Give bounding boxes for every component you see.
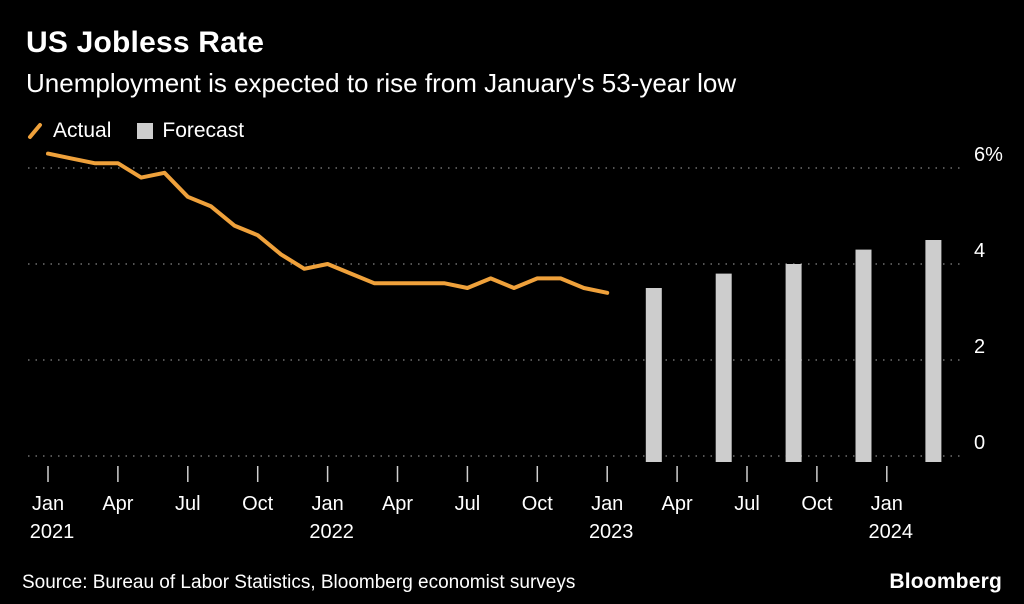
x-axis-month-label: Jul xyxy=(734,493,760,515)
y-axis-label: 4 xyxy=(974,240,985,262)
actual-line xyxy=(46,151,610,295)
x-axis-month-label: Oct xyxy=(522,493,554,515)
x-axis-year-label: 2022 xyxy=(309,521,354,543)
x-axis-month-label: Oct xyxy=(242,493,274,515)
chart-footer: Source: Bureau of Labor Statistics, Bloo… xyxy=(22,570,1002,594)
x-axis-year-label: 2024 xyxy=(869,521,914,543)
chart-header: US Jobless Rate Unemployment is expected… xyxy=(26,26,736,99)
legend-item-forecast: Forecast xyxy=(137,119,244,143)
chart-title: US Jobless Rate xyxy=(26,26,265,59)
forecast-bar xyxy=(925,240,942,462)
actual-swatch-line xyxy=(28,123,42,139)
x-axis-year-label: 2021 xyxy=(30,521,75,543)
forecast-bar xyxy=(715,273,732,462)
legend: Actual Forecast xyxy=(26,119,244,143)
forecast-bar xyxy=(645,288,662,462)
forecast-bar xyxy=(785,264,802,462)
x-axis-month-label: Jan xyxy=(591,493,623,515)
y-axis-label: 6% xyxy=(974,144,1003,166)
legend-label-actual: Actual xyxy=(53,119,112,142)
x-axis-month-label: Jul xyxy=(175,493,201,515)
chart-subtitle: Unemployment is expected to rise from Ja… xyxy=(26,67,737,98)
x-axis-month-label: Oct xyxy=(801,493,833,515)
y-axis-label: 0 xyxy=(974,432,985,454)
legend-label-forecast: Forecast xyxy=(162,119,245,142)
forecast-swatch-rect xyxy=(137,123,154,139)
x-axis-year-label: 2023 xyxy=(589,521,634,543)
actual-line-swatch-icon xyxy=(28,123,42,139)
source-note: Source: Bureau of Labor Statistics, Bloo… xyxy=(22,572,576,593)
forecast-bar xyxy=(855,249,872,462)
x-axis-month-label: Jan xyxy=(311,493,343,515)
x-axis-month-label: Jan xyxy=(871,493,903,515)
forecast-swatch-icon xyxy=(137,123,154,139)
x-axis-month-label: Jul xyxy=(455,493,481,515)
x-axis-month-label: Apr xyxy=(662,493,693,515)
x-axis-month-label: Apr xyxy=(102,493,133,515)
legend-item-actual: Actual xyxy=(26,119,111,143)
x-axis-month-label: Jan xyxy=(32,493,64,515)
y-axis-label: 2 xyxy=(974,336,985,358)
bloomberg-logo: Bloomberg xyxy=(889,570,1002,593)
x-axis-month-label: Apr xyxy=(382,493,413,515)
